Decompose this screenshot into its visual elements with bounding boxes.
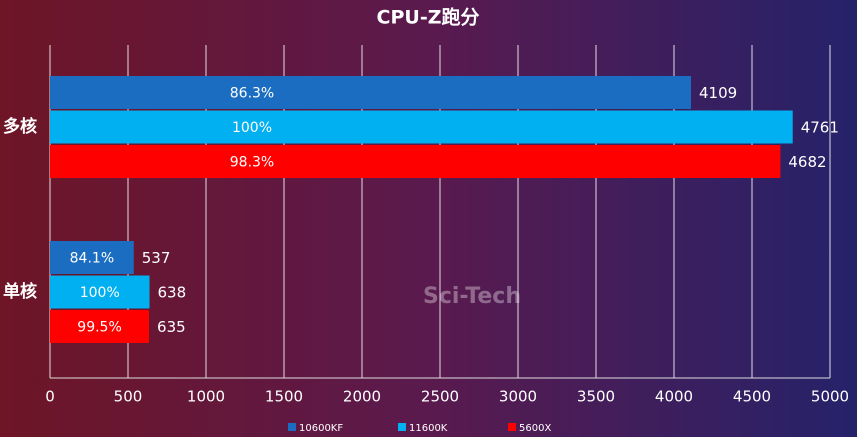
value-label: 4761 (801, 119, 839, 137)
x-tick-label: 1000 (187, 388, 225, 406)
chart-title: CPU-Z跑分 (377, 6, 480, 29)
share-label: 99.5% (77, 320, 121, 336)
x-tick-label: 1500 (265, 388, 303, 406)
bar (50, 76, 692, 109)
y-tick-label: 多核 (3, 116, 37, 137)
value-label: 4109 (699, 84, 737, 102)
value-label: 638 (158, 284, 187, 302)
value-label: 4682 (788, 153, 826, 171)
x-tick-label: 4000 (655, 388, 693, 406)
x-tick-label: 2500 (421, 388, 459, 406)
legend-label: 10600KF (299, 423, 343, 434)
share-label: 100% (232, 120, 272, 136)
x-tick-label: 2000 (343, 388, 381, 406)
x-tick-label: 0 (45, 388, 55, 406)
legend-label: 5600X (519, 423, 551, 434)
share-label: 86.3% (230, 86, 274, 102)
share-label: 84.1% (70, 251, 114, 267)
legend-swatch (288, 423, 296, 431)
legend-swatch (508, 423, 516, 431)
x-tick-label: 500 (114, 388, 143, 406)
value-label: 537 (142, 249, 171, 267)
legend-label: 11600K (409, 423, 448, 434)
legend-swatch (398, 423, 406, 431)
bar (50, 275, 150, 309)
bar (50, 241, 134, 274)
y-tick-label: 单核 (3, 281, 37, 302)
x-tick-label: 5000 (811, 388, 849, 406)
bar (50, 145, 781, 178)
watermark: Sci-Tech (423, 284, 521, 309)
bar (50, 110, 793, 144)
share-label: 100% (80, 285, 120, 301)
x-tick-label: 3500 (577, 388, 615, 406)
x-tick-label: 3000 (499, 388, 537, 406)
value-label: 635 (157, 318, 186, 336)
share-label: 98.3% (230, 155, 274, 171)
x-tick-label: 4500 (733, 388, 771, 406)
bar (50, 310, 150, 343)
